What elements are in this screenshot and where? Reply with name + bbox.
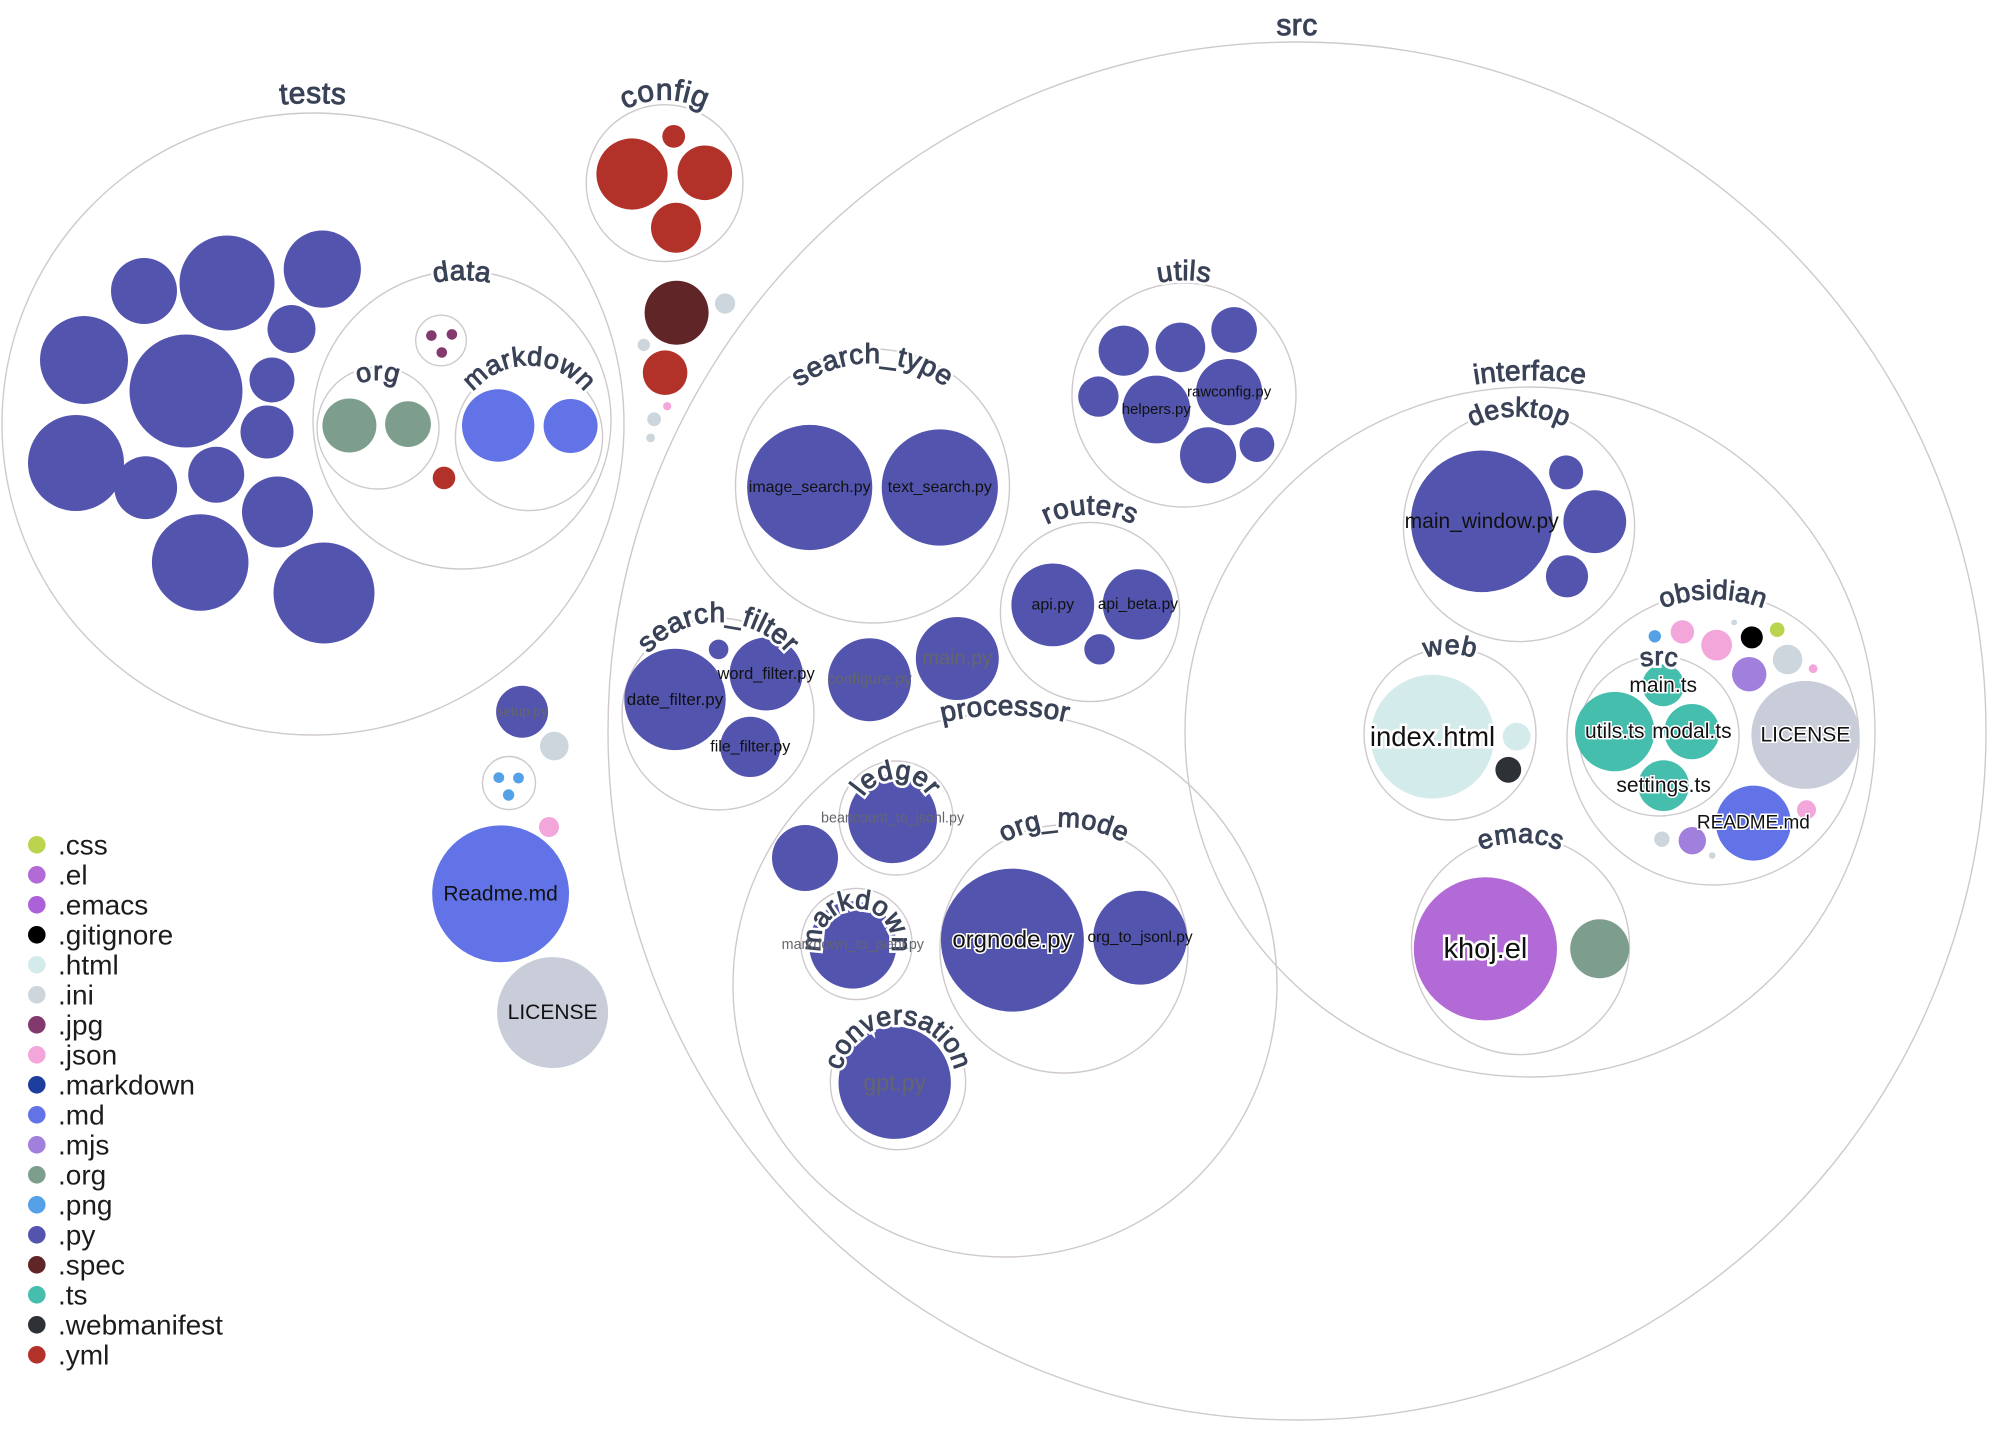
svg-text:web: web <box>1419 630 1480 664</box>
svg-text:.spec: .spec <box>58 1249 125 1280</box>
svg-text:LICENSE: LICENSE <box>508 1001 598 1024</box>
svg-text:markdown_to_jsonl.py: markdown_to_jsonl.py <box>782 937 925 953</box>
svg-text:org: org <box>352 356 404 389</box>
svg-text:org_to_jsonl.py: org_to_jsonl.py <box>1088 929 1193 946</box>
svg-text:.mjs: .mjs <box>58 1129 109 1160</box>
svg-text:.yml: .yml <box>58 1339 109 1370</box>
svg-text:main.ts: main.ts <box>1629 674 1697 697</box>
svg-text:gpt.py: gpt.py <box>863 1070 926 1096</box>
svg-text:src: src <box>1637 641 1680 673</box>
svg-text:.html: .html <box>58 949 119 980</box>
svg-text:interface: interface <box>1471 355 1588 390</box>
svg-text:.emacs: .emacs <box>58 889 148 920</box>
svg-text:modal.ts: modal.ts <box>1652 720 1731 743</box>
svg-text:.css: .css <box>58 829 108 860</box>
svg-text:web: web <box>1419 630 1480 664</box>
svg-text:README.md: README.md <box>1697 813 1810 834</box>
svg-text:.gitignore: .gitignore <box>58 919 173 950</box>
svg-text:src: src <box>1276 9 1318 42</box>
svg-text:.org: .org <box>58 1159 106 1190</box>
svg-text:.md: .md <box>58 1099 105 1130</box>
svg-text:.el: .el <box>58 859 88 890</box>
svg-text:routers: routers <box>1037 489 1143 530</box>
svg-text:file_filter.py: file_filter.py <box>710 738 790 755</box>
svg-text:orgnode.py: orgnode.py <box>952 927 1072 954</box>
svg-text:.py: .py <box>58 1219 95 1250</box>
svg-text:image_search.py: image_search.py <box>749 479 871 496</box>
svg-text:.json: .json <box>58 1039 117 1070</box>
svg-text:khoj.el: khoj.el <box>1443 933 1527 965</box>
svg-text:api_beta.py: api_beta.py <box>1098 596 1178 613</box>
svg-text:api.py: api.py <box>1031 596 1074 613</box>
svg-text:word_filter.py: word_filter.py <box>716 665 815 683</box>
svg-text:helpers.py: helpers.py <box>1122 401 1192 418</box>
svg-text:date_filter.py: date_filter.py <box>627 690 724 709</box>
svg-text:Readme.md: Readme.md <box>443 882 557 905</box>
svg-text:org: org <box>352 356 404 389</box>
svg-text:data: data <box>431 255 494 289</box>
svg-text:LICENSE: LICENSE <box>1760 723 1850 746</box>
svg-text:.jpg: .jpg <box>58 1009 103 1040</box>
svg-text:.webmanifest: .webmanifest <box>58 1309 223 1340</box>
svg-text:.markdown: .markdown <box>58 1069 195 1100</box>
svg-text:data: data <box>431 255 494 289</box>
svg-text:beancount_to_jsonl.py: beancount_to_jsonl.py <box>821 811 965 827</box>
svg-text:.png: .png <box>58 1189 113 1220</box>
svg-text:src: src <box>1637 641 1680 673</box>
svg-text:utils: utils <box>1154 255 1213 289</box>
svg-text:index.html: index.html <box>1370 721 1495 752</box>
svg-text:rawconfig.py: rawconfig.py <box>1187 384 1272 401</box>
svg-text:src: src <box>1276 9 1318 42</box>
svg-text:.ts: .ts <box>58 1279 88 1310</box>
svg-text:utils.ts: utils.ts <box>1585 720 1645 743</box>
svg-text:main.py: main.py <box>922 648 992 670</box>
svg-text:text_search.py: text_search.py <box>888 479 992 496</box>
svg-text:main_window.py: main_window.py <box>1405 510 1560 533</box>
svg-text:settings.ts: settings.ts <box>1616 774 1711 797</box>
svg-text:.ini: .ini <box>58 979 94 1010</box>
svg-text:utils: utils <box>1154 255 1213 289</box>
svg-text:configure.py: configure.py <box>827 671 912 688</box>
svg-text:setup.py: setup.py <box>497 704 548 719</box>
